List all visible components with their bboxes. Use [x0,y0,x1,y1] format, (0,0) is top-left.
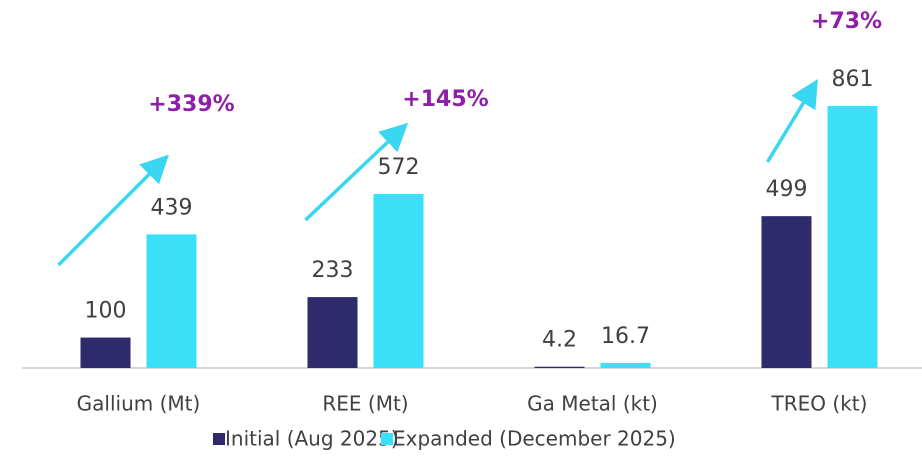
legend-label: Initial (Aug 2025) [225,427,399,451]
bar [600,362,651,368]
x-tick-label: Ga Metal (kt) [527,392,658,416]
x-tick-label: TREO (kt) [771,392,868,416]
legend-swatch [381,433,393,445]
value-label: 100 [85,299,127,324]
legend-label: Expanded (December 2025) [393,427,676,451]
value-label: 439 [151,195,193,220]
arrow [57,154,169,267]
bar [827,106,878,368]
x-tick-label: Gallium (Mt) [77,392,201,416]
value-label: 233 [312,258,354,283]
annotation: +339% [148,92,234,117]
value-label: 861 [832,67,874,92]
value-label: 16.7 [601,324,650,349]
arrow [304,122,409,222]
value-label: 4.2 [542,328,577,353]
arrow [766,79,818,163]
bar [373,193,424,368]
bar [761,216,812,368]
bar [307,297,358,368]
bar [534,366,585,368]
annotation: +73% [811,9,882,34]
legend-swatch [213,433,225,445]
value-label: 572 [378,155,420,180]
x-tick-label: REE (Mt) [322,392,408,416]
value-label: 499 [766,177,808,202]
bar [80,337,131,368]
annotation: +145% [402,87,488,112]
bar [146,234,197,368]
